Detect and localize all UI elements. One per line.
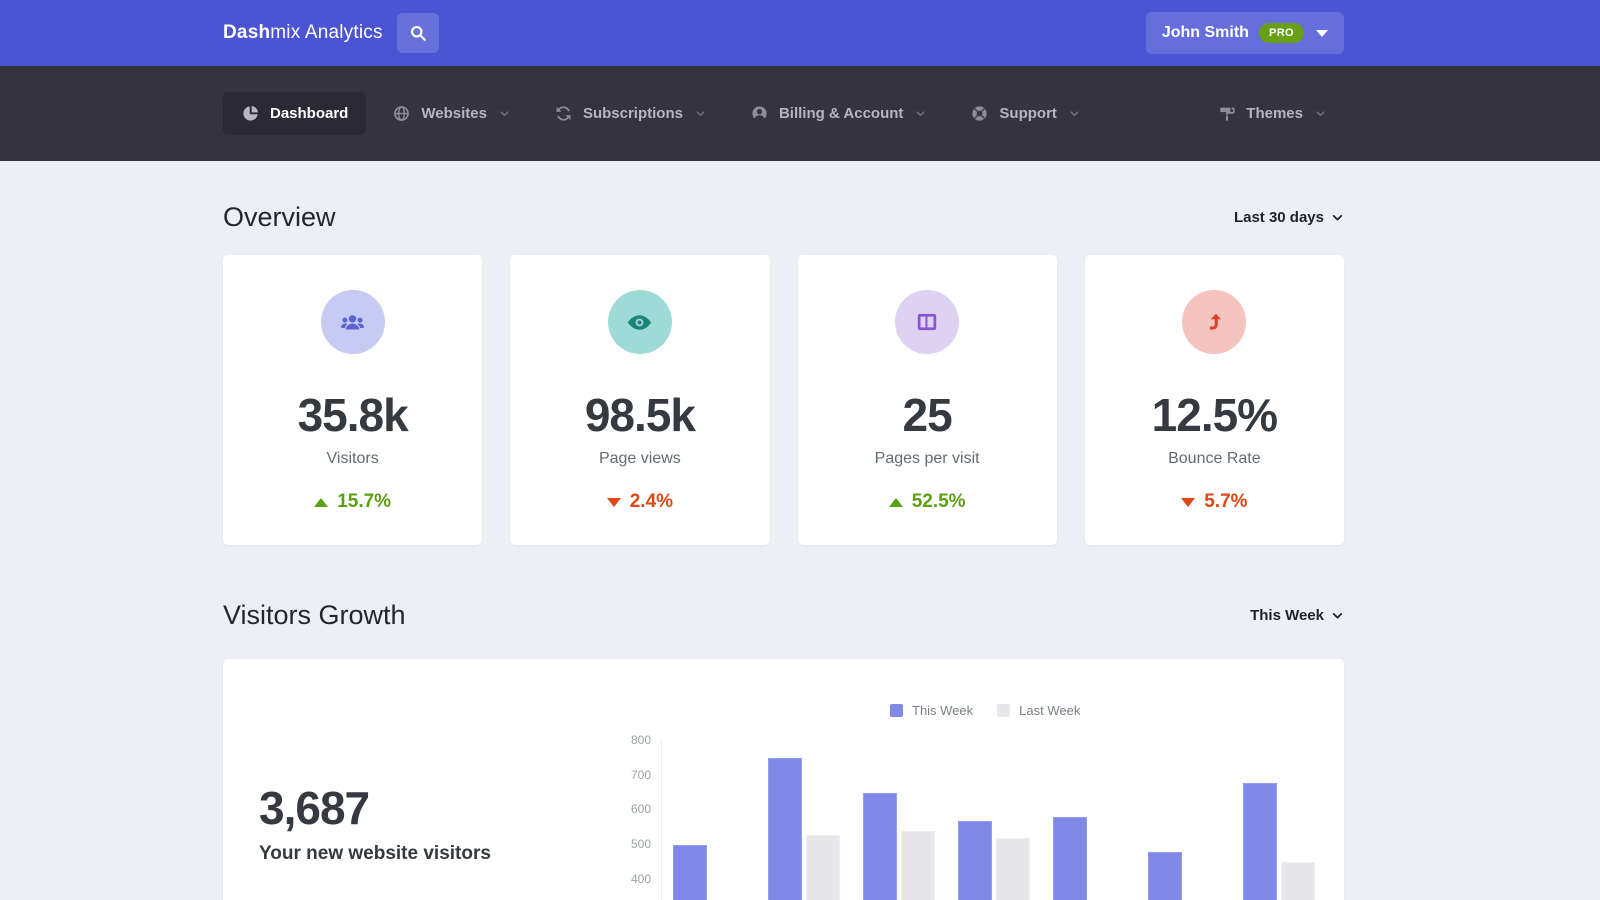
main-nav: Dashboard Websites Subscriptions Billing… <box>0 66 1600 161</box>
delta-arrow-icon <box>888 497 903 507</box>
chevron-down-icon <box>1069 108 1080 119</box>
legend-swatch-last-week <box>997 704 1011 717</box>
brand-rest: mix Analytics <box>270 22 383 43</box>
nav-item-dashboard[interactable]: Dashboard <box>223 92 367 135</box>
y-axis-tick-label: 800 <box>630 733 651 747</box>
nav-item-websites[interactable]: Websites <box>374 92 528 135</box>
stat-card-page-views: 98.5k Page views 2.4% <box>510 255 770 545</box>
caret-down-icon <box>1316 29 1328 37</box>
y-axis-tick-label: 400 <box>630 871 651 886</box>
range-label: Last 30 days <box>1233 208 1324 226</box>
eye-icon <box>607 290 672 354</box>
stat-delta: 2.4% <box>606 491 673 513</box>
nav-item-themes[interactable]: Themes <box>1200 93 1344 135</box>
new-visitors-subtitle: Your new website visitors <box>259 843 491 864</box>
bar-this-week-7 <box>1243 782 1277 900</box>
legend-item-this-week[interactable]: This Week <box>890 703 973 718</box>
chevron-down-icon <box>1331 211 1344 224</box>
bar-last-week-4 <box>996 838 1030 900</box>
chart-legend: This Week Last Week <box>890 703 1080 718</box>
nav-item-support[interactable]: Support <box>952 92 1098 135</box>
legend-label: Last Week <box>1019 703 1081 718</box>
bar-this-week-2 <box>768 758 802 900</box>
overview-title: Overview <box>223 201 336 232</box>
y-axis-line <box>661 741 662 900</box>
nav-item-label: Support <box>999 105 1057 122</box>
bar-this-week-3 <box>863 793 897 900</box>
chevron-down-icon <box>915 108 926 119</box>
life-ring-icon <box>970 104 989 123</box>
legend-item-last-week[interactable]: Last Week <box>997 703 1080 718</box>
growth-range-select[interactable]: This Week <box>1250 607 1344 624</box>
delta-arrow-icon <box>314 497 329 507</box>
bar-this-week-4 <box>958 820 992 900</box>
y-axis-tick-label: 500 <box>630 837 651 852</box>
y-axis-tick-label: 700 <box>630 767 651 782</box>
content-area: Overview Last 30 days 35.8k Visitors 15.… <box>223 161 1344 900</box>
chevron-down-icon <box>695 108 706 119</box>
user-menu-button[interactable]: John Smith PRO <box>1145 12 1344 54</box>
stat-cards-row: 35.8k Visitors 15.7% 98.5k Page views 2.… <box>223 255 1344 545</box>
stat-card-visitors: 35.8k Visitors 15.7% <box>223 255 483 545</box>
chevron-down-icon <box>499 108 510 119</box>
nav-item-label: Billing & Account <box>778 105 904 122</box>
delta-arrow-icon <box>1181 497 1196 507</box>
bar-last-week-3 <box>901 831 935 900</box>
columns-icon <box>895 290 960 354</box>
new-visitors-count: 3,687 <box>259 782 370 834</box>
legend-label: This Week <box>912 703 974 718</box>
y-axis-tick-label: 600 <box>630 802 651 817</box>
stat-label: Visitors <box>326 450 379 467</box>
delta-arrow-icon <box>606 497 621 507</box>
visitors-growth-card: 3,687 Your new website visitors This Wee… <box>223 659 1344 900</box>
search-button[interactable] <box>396 13 439 53</box>
stat-value: 35.8k <box>297 389 409 441</box>
stat-delta: 15.7% <box>314 491 391 513</box>
nav-item-subscriptions[interactable]: Subscriptions <box>536 92 724 135</box>
brand-logo: Dashmix Analytics <box>223 22 383 44</box>
level-up-arrow-icon <box>1182 290 1247 354</box>
stat-value: 98.5k <box>584 389 696 441</box>
stat-card-bounce-rate: 12.5% Bounce Rate 5.7% <box>1084 255 1344 545</box>
visitors-growth-title: Visitors Growth <box>223 599 406 630</box>
nav-item-label: Subscriptions <box>582 105 683 122</box>
globe-icon <box>392 104 411 123</box>
bar-last-week-2 <box>806 834 840 900</box>
pie-chart-icon <box>241 104 260 123</box>
sync-icon <box>554 104 573 123</box>
overview-range-select[interactable]: Last 30 days <box>1234 209 1344 226</box>
stat-label: Pages per visit <box>874 450 980 467</box>
bar-last-week-7 <box>1281 862 1315 900</box>
stat-delta: 52.5% <box>888 491 966 513</box>
bar-this-week-5 <box>1053 817 1087 900</box>
pro-badge: PRO <box>1258 23 1304 43</box>
bar-this-week-1 <box>673 845 707 900</box>
paint-roller-icon <box>1218 105 1236 123</box>
nav-item-billing-account[interactable]: Billing & Account <box>732 92 944 135</box>
stat-label: Page views <box>598 450 681 467</box>
bar-this-week-6 <box>1148 852 1182 900</box>
stat-label: Bounce Rate <box>1168 450 1261 467</box>
top-header: Dashmix Analytics John Smith PRO <box>0 0 1600 66</box>
user-circle-icon <box>750 104 769 123</box>
stat-delta: 5.7% <box>1181 491 1248 513</box>
stat-value: 12.5% <box>1151 389 1278 441</box>
visitors-growth-chart: 800 700 600 500 400 <box>605 733 1344 900</box>
nav-item-label: Websites <box>421 105 487 122</box>
chevron-down-icon <box>1315 108 1326 119</box>
brand-bold: Dash <box>223 22 271 43</box>
nav-item-label: Dashboard <box>270 105 349 122</box>
chevron-down-icon <box>1331 609 1344 622</box>
legend-swatch-this-week <box>890 704 903 717</box>
users-icon <box>320 290 385 354</box>
nav-item-label: Themes <box>1246 105 1303 122</box>
new-visitors-block: 3,687 Your new website visitors <box>259 781 491 865</box>
range-label: This Week <box>1250 606 1324 624</box>
user-name: John Smith <box>1161 24 1249 41</box>
stat-value: 25 <box>902 389 953 441</box>
search-icon <box>408 23 428 43</box>
stat-card-pages-per-visit: 25 Pages per visit 52.5% <box>797 255 1057 545</box>
